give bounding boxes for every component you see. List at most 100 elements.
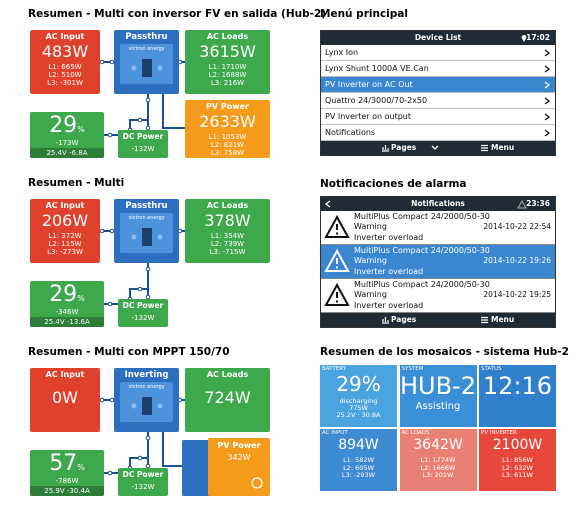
device-name: PV Inverter on AC Out (325, 80, 413, 89)
phase-line: L1: 1710W (208, 63, 247, 71)
sun-icon (251, 477, 263, 489)
alarm-date: 2014-10-22 22:54 (483, 222, 551, 231)
ac-input-box: AC Input 0W (30, 368, 100, 432)
phase-line: L3: 216W (210, 79, 245, 87)
soc-value: 29 (49, 113, 78, 138)
icon (521, 35, 527, 42)
battery-power: -786W (55, 477, 79, 485)
notification-row[interactable]: MultiPlus Compact 24/2000/50-30 Warning 20… (321, 211, 555, 245)
flow-dot (145, 125, 151, 131)
inverter-panel: victron energy (120, 213, 173, 253)
power-value: 3615W (199, 42, 256, 61)
notification-row[interactable]: MultiPlus Compact 24/2000/50-30 Warning 20… (321, 245, 555, 279)
alarm-message: Inverter overload (354, 301, 424, 310)
section-heading: Resumen de los mosaicos - sistema Hub-2 (320, 346, 569, 358)
soc-value: 57 (49, 451, 78, 476)
device-row[interactable]: Notifications (321, 125, 555, 141)
battery-detail: 25.4V -13.6A (30, 317, 104, 327)
box-title: DC Power (122, 132, 164, 141)
led (157, 403, 163, 409)
battery-soc: 29% (30, 282, 104, 307)
menu-button[interactable]: Menu (491, 315, 515, 324)
section-heading: Resumen - Multi con MPPT 150/70 (28, 346, 230, 358)
power-value: -132W (131, 314, 155, 322)
connector (102, 432, 149, 474)
led (131, 65, 137, 71)
device (142, 397, 152, 415)
led (157, 234, 163, 240)
phase-line: L3: 758W (210, 149, 245, 157)
section-heading: Menú principal (320, 8, 408, 20)
power-value: -132W (131, 483, 155, 491)
tile-label: STATUS (481, 366, 502, 372)
inverter-icon (131, 397, 163, 415)
location-icon (521, 35, 527, 42)
led (131, 234, 137, 240)
tile-line: 25.2V · 30.8A (336, 411, 381, 419)
phase-line: L1: 354W (210, 232, 245, 240)
pages-button[interactable]: Pages (391, 143, 417, 152)
pv-power-box: PV Power 2633W L1: 1053W L2: 821W L3: 758W (185, 100, 270, 158)
alarm-date: 2014-10-22 19:25 (483, 290, 551, 299)
flow-dot (109, 397, 115, 403)
connectors (99, 228, 185, 307)
tile-line: L1: 856W (502, 456, 533, 464)
flow-dot (137, 286, 143, 292)
phase-line: L2: 739W (210, 240, 245, 248)
icon (324, 215, 350, 238)
section-heading: Notificaciones de alarma (320, 178, 467, 190)
notification-row[interactable]: MultiPlus Compact 24/2000/50-30 Warning 20… (321, 279, 555, 313)
battery-soc: 57% (30, 451, 104, 476)
menu-icon (481, 316, 488, 324)
menu-icon (481, 144, 488, 152)
chevron (544, 81, 550, 89)
menu-button[interactable]: Menu (491, 143, 515, 152)
icon (544, 113, 550, 121)
dc-power-box: DC Power -132W (118, 468, 168, 496)
soc-value: 29 (49, 282, 78, 307)
flow-dot (99, 228, 105, 234)
screen-title: Notifications (411, 199, 465, 208)
box-title: DC Power (122, 470, 164, 479)
device-list-screen: Device List 17:02 Lynx Ion Lynx Shunt 1000A… (320, 30, 556, 156)
inverter-icon (131, 59, 163, 77)
phase-line: L3: -715W (209, 248, 246, 256)
battery-power: -173W (55, 139, 79, 147)
icon (544, 49, 550, 57)
screen-title: Device List (414, 33, 462, 42)
pv-power-box: PV Power 342W (208, 438, 270, 496)
brand: victron energy (128, 46, 165, 52)
inverter-icon (131, 228, 163, 246)
warning-icon (517, 200, 527, 209)
device-row[interactable]: PV Inverter on output (321, 109, 555, 125)
icon (382, 145, 389, 152)
device-row[interactable]: Quattro 24/3000/70-2x50 (321, 93, 555, 109)
phase-line: L3: -301W (47, 79, 83, 87)
tile-value: 894W (338, 437, 379, 453)
box-title: AC Loads (206, 201, 249, 210)
alarm-message: Inverter overload (354, 267, 424, 276)
flow-dot (145, 294, 151, 300)
device (142, 228, 152, 246)
device-row[interactable]: Lynx Ion (321, 45, 555, 61)
tile-line: Assisting (415, 401, 461, 412)
device-row[interactable]: PV Inverter on AC Out (321, 77, 555, 93)
ac-loads-box: AC Loads 378W L1: 354W L2: 739W L3: -715W (185, 199, 270, 263)
pages-button[interactable]: Pages (391, 315, 417, 324)
section-heading: Resumen - Multi (28, 177, 125, 189)
battery-detail: 25.4V -6.8A (30, 148, 104, 158)
box-title: Passthru (125, 32, 168, 42)
connector (162, 432, 185, 467)
icon (382, 317, 389, 324)
phase-line: L3: -273W (47, 248, 83, 256)
tiles-screen: BATTERY 29% discharging 775W 25.2V · 30.8A SY… (320, 365, 556, 491)
tile-line: L3: 611W (502, 471, 533, 479)
power-value: 0W (52, 388, 78, 407)
alarm-date: 2014-10-22 19:26 (483, 256, 551, 265)
tile: SYSTEM HUB-2 Assisting (399, 365, 477, 427)
tile-value: 12:16 (482, 372, 553, 400)
device-row[interactable]: Lynx Shunt 1000A VE.Can (321, 61, 555, 77)
tile-line: discharging (339, 397, 378, 405)
flow-dot (99, 59, 105, 65)
alarm-device: MultiPlus Compact 24/2000/50-30 (354, 280, 490, 289)
